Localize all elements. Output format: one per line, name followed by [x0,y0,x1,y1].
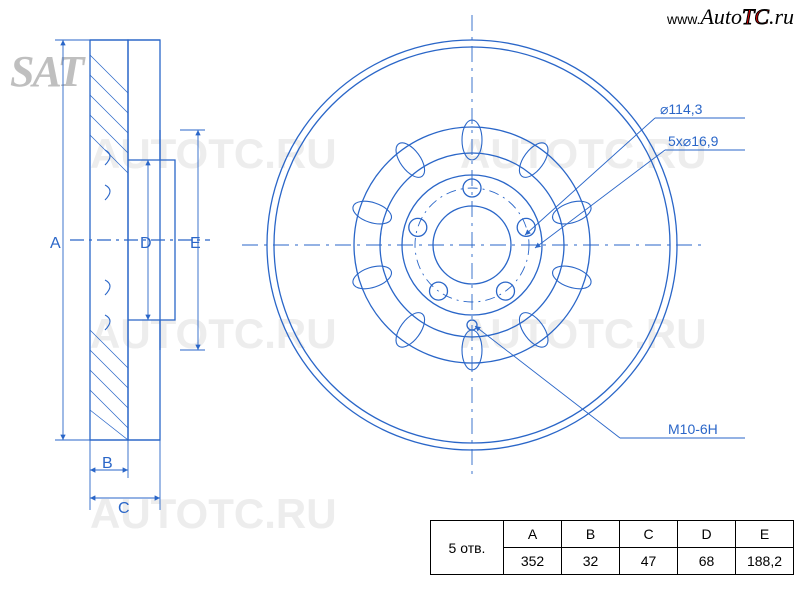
th-D: D [678,521,736,548]
td-A: 352 [504,548,562,575]
th-A: A [504,521,562,548]
anno-holes: 5x⌀16,9 [668,133,719,149]
dimension-table: 5 отв. A B C D E 352 32 47 68 188,2 [430,520,794,575]
dim-E: E [190,235,201,253]
table-row: 5 отв. A B C D E [431,521,794,548]
td-C: 47 [620,548,678,575]
th-E: E [736,521,794,548]
th-C: C [620,521,678,548]
td-E: 188,2 [736,548,794,575]
dim-C: C [118,500,130,518]
anno-pcd: ⌀114,3 [660,101,703,117]
drawing-canvas: AUTOTC.RU AUTOTC.RU AUTOTC.RU AUTOTC.RU … [0,0,800,591]
table-note: 5 отв. [431,521,504,575]
td-B: 32 [562,548,620,575]
dim-A: A [50,235,61,253]
td-D: 68 [678,548,736,575]
dim-D: D [140,235,152,253]
th-B: B [562,521,620,548]
anno-thread: M10-6H [668,421,718,437]
dim-B: B [102,455,113,473]
